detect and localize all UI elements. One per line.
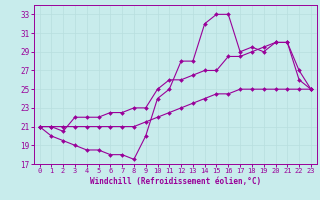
X-axis label: Windchill (Refroidissement éolien,°C): Windchill (Refroidissement éolien,°C) (90, 177, 261, 186)
